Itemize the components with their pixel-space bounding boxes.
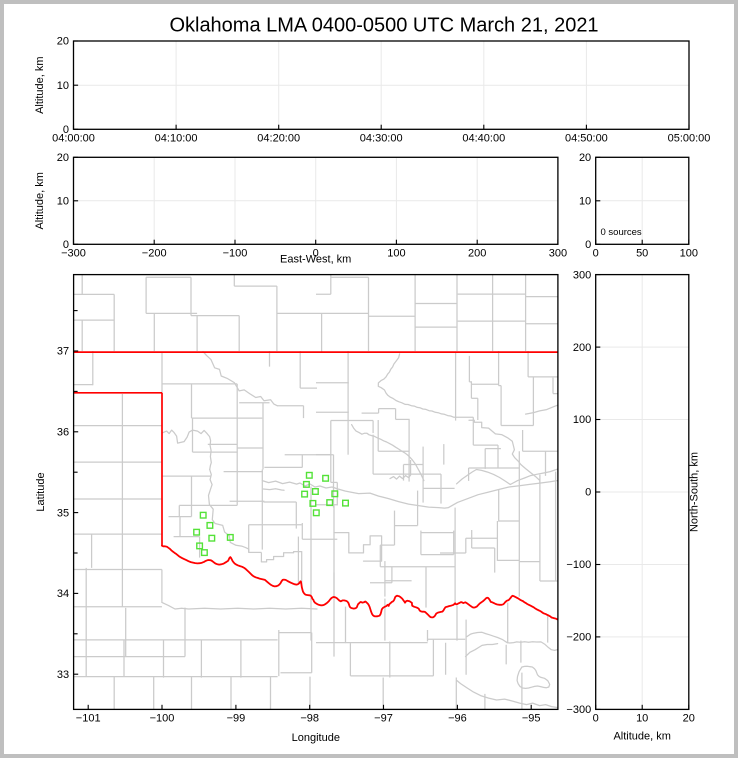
- svg-text:50: 50: [636, 248, 648, 260]
- svg-text:10: 10: [57, 80, 69, 92]
- svg-text:−99: −99: [227, 713, 246, 725]
- svg-text:34: 34: [57, 588, 69, 600]
- svg-text:−96: −96: [448, 713, 467, 725]
- svg-text:20: 20: [57, 36, 69, 48]
- svg-text:10: 10: [636, 713, 648, 725]
- svg-text:0 sources: 0 sources: [601, 227, 642, 238]
- svg-text:Altitude, km: Altitude, km: [34, 172, 46, 229]
- svg-text:0: 0: [593, 713, 599, 725]
- svg-text:04:50:00: 04:50:00: [565, 133, 608, 145]
- svg-text:05:00:00: 05:00:00: [668, 133, 711, 145]
- svg-text:20: 20: [683, 713, 695, 725]
- svg-text:−98: −98: [300, 713, 319, 725]
- svg-text:−95: −95: [522, 713, 541, 725]
- svg-text:10: 10: [57, 196, 69, 208]
- svg-text:Altitude, km: Altitude, km: [613, 731, 670, 743]
- svg-text:20: 20: [579, 152, 591, 164]
- svg-text:−200: −200: [566, 632, 591, 644]
- svg-text:04:10:00: 04:10:00: [155, 133, 198, 145]
- svg-text:0: 0: [63, 239, 69, 251]
- svg-text:Latitude: Latitude: [35, 472, 47, 511]
- svg-text:36: 36: [57, 427, 69, 439]
- svg-text:04:00:00: 04:00:00: [52, 133, 95, 145]
- svg-text:0: 0: [313, 248, 319, 260]
- svg-text:100: 100: [387, 248, 405, 260]
- svg-text:100: 100: [573, 414, 591, 426]
- svg-text:04:30:00: 04:30:00: [360, 133, 403, 145]
- svg-text:100: 100: [680, 248, 698, 260]
- svg-text:0: 0: [585, 239, 591, 251]
- svg-text:Longitude: Longitude: [292, 732, 340, 744]
- svg-text:−101: −101: [76, 713, 101, 725]
- svg-text:300: 300: [549, 248, 567, 260]
- svg-text:−300: −300: [61, 248, 86, 260]
- svg-text:−100: −100: [566, 559, 591, 571]
- svg-text:300: 300: [573, 269, 591, 281]
- svg-text:37: 37: [57, 346, 69, 358]
- svg-text:20: 20: [57, 152, 69, 164]
- svg-text:−300: −300: [566, 704, 591, 716]
- svg-text:Altitude, km: Altitude, km: [34, 56, 46, 113]
- svg-text:−200: −200: [142, 248, 167, 260]
- svg-text:04:40:00: 04:40:00: [462, 133, 505, 145]
- svg-text:0: 0: [63, 124, 69, 136]
- svg-text:East-West, km: East-West, km: [280, 254, 351, 266]
- svg-text:35: 35: [57, 507, 69, 519]
- svg-text:10: 10: [579, 196, 591, 208]
- svg-text:−100: −100: [150, 713, 175, 725]
- svg-text:04:20:00: 04:20:00: [257, 133, 300, 145]
- svg-text:0: 0: [593, 248, 599, 260]
- svg-text:−97: −97: [374, 713, 393, 725]
- svg-text:0: 0: [585, 487, 591, 499]
- svg-text:200: 200: [468, 248, 486, 260]
- svg-text:200: 200: [573, 342, 591, 354]
- svg-text:North-South, km: North-South, km: [689, 452, 701, 532]
- svg-text:−100: −100: [223, 248, 248, 260]
- svg-text:33: 33: [57, 669, 69, 681]
- svg-text:Oklahoma LMA 0400-0500 UTC Mar: Oklahoma LMA 0400-0500 UTC March 21, 202…: [169, 15, 598, 37]
